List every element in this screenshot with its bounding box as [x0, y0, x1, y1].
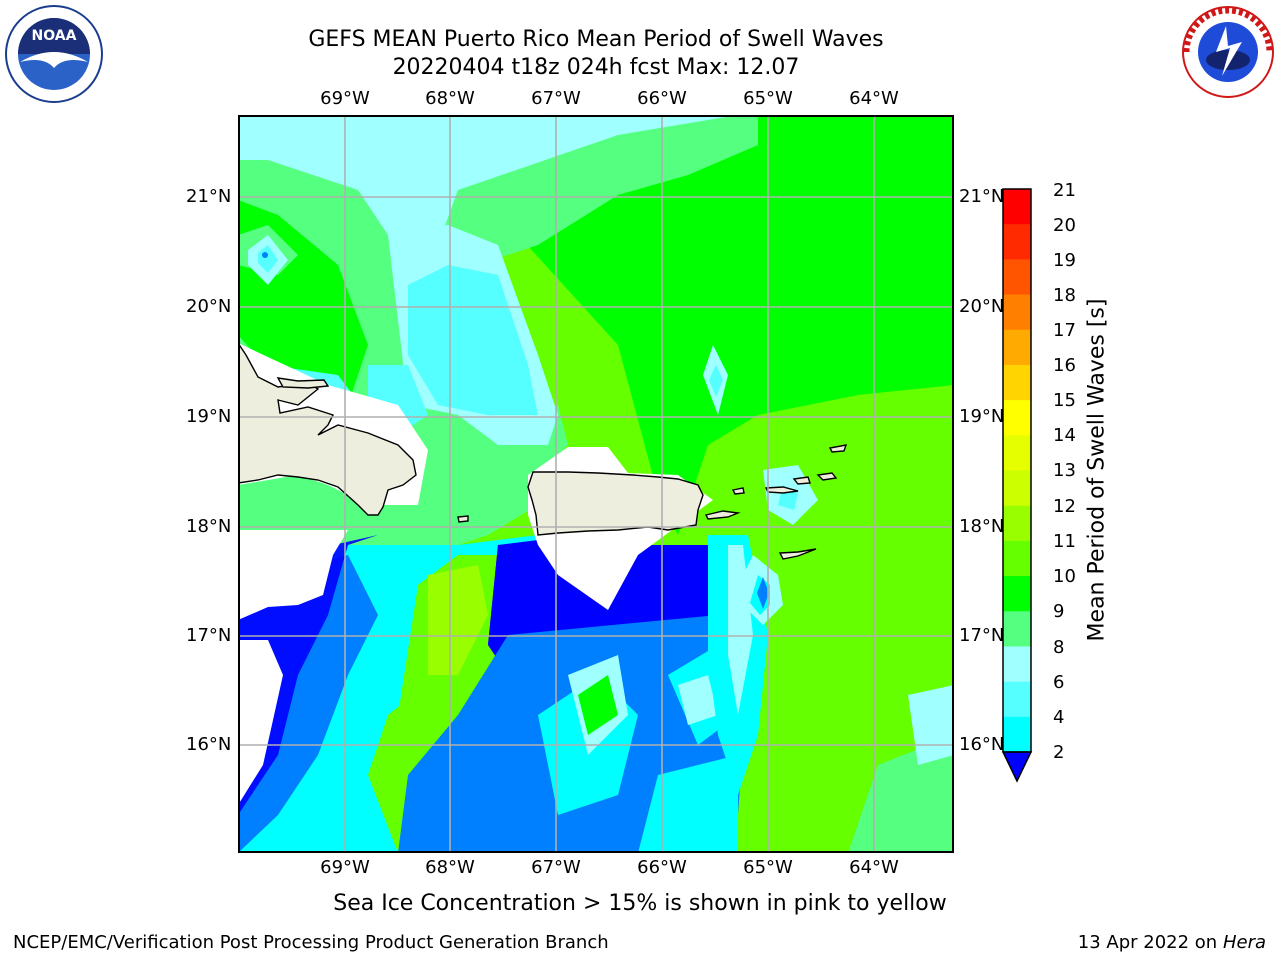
footer-date: 13 Apr 2022 on Hera [1078, 932, 1266, 953]
colorbar-tick-label: 16 [1053, 355, 1076, 376]
colorbar-tick-label: 17 [1053, 320, 1076, 341]
colorbar-swatch [1003, 364, 1031, 401]
colorbar-tick-label: 15 [1053, 390, 1076, 411]
lat-tick-right: 21°N [959, 186, 1005, 207]
lat-tick-right: 17°N [959, 625, 1005, 646]
anegada-island [828, 444, 848, 453]
colorbar-swatch [1003, 294, 1031, 331]
graticule [238, 115, 954, 853]
lat-tick-right: 20°N [959, 296, 1005, 317]
lat-tick-left: 19°N [186, 406, 232, 427]
colorbar-swatch [1003, 611, 1031, 647]
swell-period-map [238, 115, 954, 853]
lon-tick-top: 65°W [743, 88, 793, 109]
colorbar-swatch [1003, 470, 1031, 507]
colorbar-tick-label: 11 [1053, 531, 1076, 552]
nws-logo-icon [1182, 6, 1274, 98]
lon-tick-bottom: 67°W [531, 857, 581, 878]
vieques-island [704, 510, 741, 520]
colorbar-swatch [1003, 435, 1031, 472]
svg-text:NOAA: NOAA [32, 28, 77, 44]
colorbar-tick-label: 4 [1053, 707, 1065, 728]
footer-credit: NCEP/EMC/Verification Post Processing Pr… [13, 932, 609, 953]
lat-tick-right: 19°N [959, 406, 1005, 427]
lon-tick-bottom: 64°W [849, 857, 899, 878]
lat-tick-left: 18°N [186, 516, 232, 537]
colorbar-swatch [1003, 646, 1031, 683]
noaa-logo-icon: NOAA [5, 5, 103, 103]
colorbar-tick-label: 2 [1053, 742, 1065, 763]
colorbar-swatch [1003, 716, 1031, 753]
st-croix-island [778, 548, 817, 560]
lat-tick-left: 21°N [186, 186, 232, 207]
colorbar [1001, 188, 1033, 783]
colorbar-swatch [1003, 540, 1031, 577]
colorbar-swatch [1003, 259, 1031, 296]
colorbar-swatch [1003, 400, 1031, 436]
colorbar-swatch [1003, 505, 1031, 542]
mona-island [457, 515, 469, 523]
lon-tick-top: 67°W [531, 88, 581, 109]
colorbar-swatch [1003, 224, 1031, 260]
hispaniola-coast [238, 341, 417, 516]
lon-tick-bottom: 69°W [320, 857, 370, 878]
colorbar-under-triangle [1001, 751, 1033, 783]
colorbar-tick-label: 18 [1053, 285, 1076, 306]
tortola-island [816, 472, 838, 481]
sea-ice-note: Sea Ice Concentration > 15% is shown in … [333, 891, 947, 916]
lat-tick-left: 20°N [186, 296, 232, 317]
colorbar-tick-label: 10 [1053, 566, 1076, 587]
colorbar-swatch [1003, 329, 1031, 366]
puerto-rico-coast [527, 471, 704, 536]
map-subtitle: 20220404 t18z 024h fcst Max: 12.07 [392, 55, 800, 80]
colorbar-tick-label: 12 [1053, 496, 1076, 517]
lon-tick-top: 64°W [849, 88, 899, 109]
colorbar-tick-label: 6 [1053, 672, 1065, 693]
colorbar-tick-label: 13 [1053, 460, 1076, 481]
lat-tick-left: 17°N [186, 625, 232, 646]
colorbar-tick-label: 21 [1053, 180, 1076, 201]
hispaniola-north-cay [276, 377, 330, 389]
map-title: GEFS MEAN Puerto Rico Mean Period of Swe… [308, 27, 884, 52]
lon-tick-top: 69°W [320, 88, 370, 109]
lon-tick-bottom: 65°W [743, 857, 793, 878]
colorbar-tick-label: 14 [1053, 425, 1076, 446]
footer-date-text: 13 Apr 2022 on [1077, 932, 1223, 953]
lon-tick-bottom: 66°W [637, 857, 687, 878]
lon-tick-top: 66°W [637, 88, 687, 109]
st-john-island [792, 476, 811, 485]
colorbar-tick-label: 19 [1053, 250, 1076, 271]
colorbar-title: Mean Period of Swell Waves [s] [1084, 298, 1110, 642]
footer-host: Hera [1222, 932, 1266, 953]
lon-tick-bottom: 68°W [425, 857, 475, 878]
lat-tick-right: 18°N [959, 516, 1005, 537]
colorbar-swatch [1003, 681, 1031, 718]
colorbar-tick-label: 20 [1053, 215, 1076, 236]
lat-tick-right: 16°N [959, 734, 1005, 755]
colorbar-tick-label: 8 [1053, 637, 1065, 658]
colorbar-swatch [1003, 189, 1031, 225]
lon-tick-top: 68°W [425, 88, 475, 109]
lat-tick-left: 16°N [186, 734, 232, 755]
colorbar-swatch [1003, 576, 1031, 612]
culebra-island [731, 487, 745, 495]
colorbar-tick-label: 9 [1053, 601, 1065, 622]
